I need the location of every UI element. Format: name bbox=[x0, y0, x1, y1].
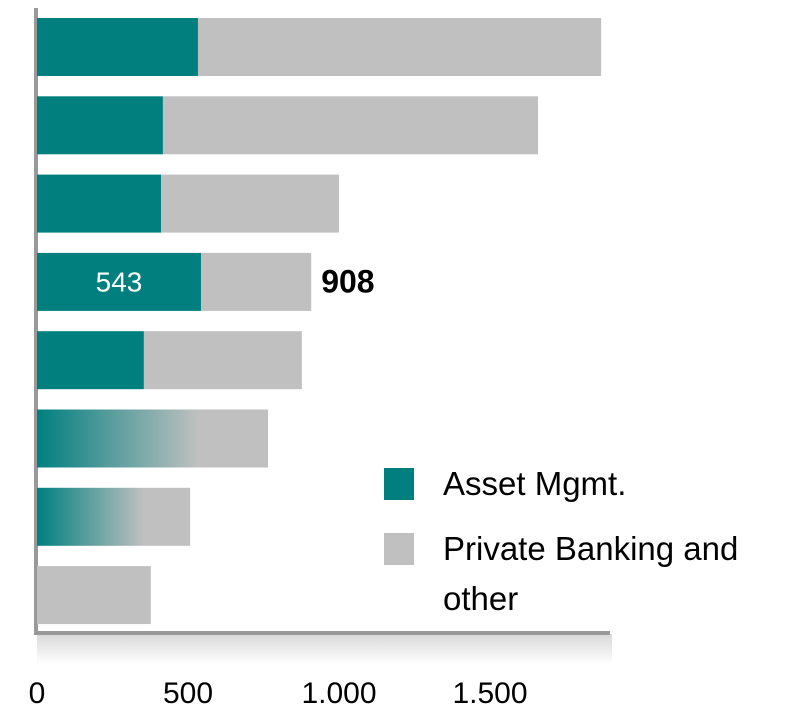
axis-band bbox=[37, 634, 612, 664]
bar-segment bbox=[162, 96, 539, 155]
bar-segment bbox=[37, 487, 191, 546]
legend-swatch bbox=[384, 468, 414, 500]
bar-segment bbox=[143, 331, 302, 390]
bar-segment bbox=[37, 252, 201, 311]
bar-segment bbox=[37, 18, 198, 76]
x-tick-label: 0 bbox=[29, 677, 46, 710]
data-label: 543 bbox=[96, 266, 143, 297]
total-label: 908 bbox=[321, 263, 374, 299]
x-tick-label: 1.000 bbox=[301, 677, 376, 710]
bar-segment bbox=[37, 174, 162, 233]
bar-segment bbox=[161, 174, 339, 233]
bar-segment bbox=[200, 252, 312, 311]
legend-label: Private Banking and other bbox=[443, 530, 739, 617]
bar-segment bbox=[37, 409, 269, 468]
legend-swatch bbox=[384, 533, 414, 565]
bar-segment bbox=[37, 566, 151, 625]
bar-segment bbox=[37, 331, 144, 390]
bar-segment bbox=[37, 96, 163, 155]
legend-label: Asset Mgmt. bbox=[443, 465, 627, 502]
x-tick-label: 1.500 bbox=[452, 677, 527, 710]
x-tick-label: 500 bbox=[163, 677, 213, 710]
bar-segment bbox=[197, 18, 602, 76]
